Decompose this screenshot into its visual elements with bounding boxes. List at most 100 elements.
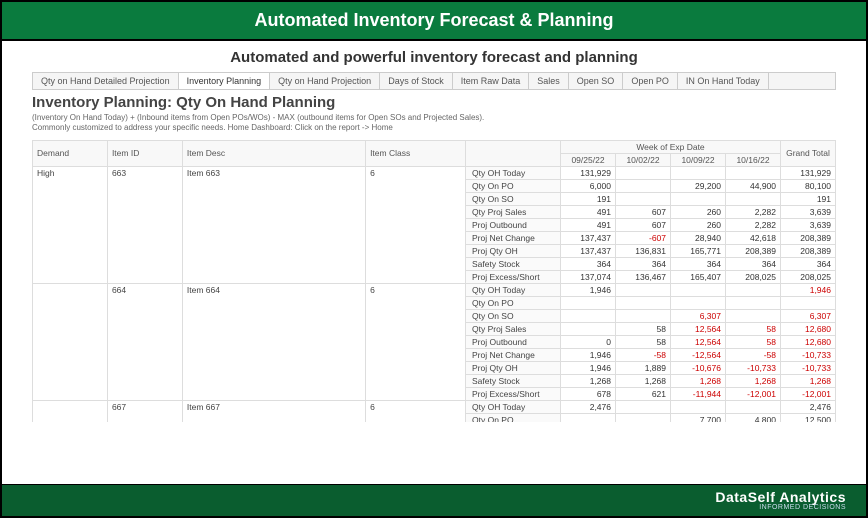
tab-item-raw-data[interactable]: Item Raw Data [453, 73, 530, 89]
data-cell: 1,946 [561, 361, 616, 374]
data-cell: 364 [726, 257, 781, 270]
data-cell: 191 [561, 192, 616, 205]
tab-open-so[interactable]: Open SO [569, 73, 624, 89]
data-cell [726, 309, 781, 322]
report-desc: (Inventory On Hand Today) + (Inbound ite… [32, 113, 836, 134]
data-cell: 1,268 [616, 374, 671, 387]
data-cell: 29,200 [671, 179, 726, 192]
data-cell [616, 296, 671, 309]
cell-item-class: 6 [366, 283, 466, 400]
data-cell: -12,564 [671, 348, 726, 361]
data-cell [561, 322, 616, 335]
data-cell: -12,001 [781, 387, 836, 400]
data-cell: 165,771 [671, 244, 726, 257]
data-cell: 12,680 [781, 335, 836, 348]
data-cell: 208,389 [781, 244, 836, 257]
tab-qty-on-hand-detailed-projection[interactable]: Qty on Hand Detailed Projection [33, 73, 179, 89]
data-cell [616, 309, 671, 322]
cell-demand [33, 283, 108, 400]
data-cell: 1,946 [561, 348, 616, 361]
data-cell: 165,407 [671, 270, 726, 283]
data-cell [616, 179, 671, 192]
data-cell: -58 [616, 348, 671, 361]
data-cell: 58 [616, 322, 671, 335]
footer-bar: DataSelf Analytics INFORMED DECISIONS [2, 484, 866, 516]
data-cell [726, 400, 781, 413]
metric-label: Proj Net Change [466, 348, 561, 361]
data-cell: 12,564 [671, 322, 726, 335]
cell-item-class: 6 [366, 400, 466, 422]
cell-demand [33, 400, 108, 422]
data-cell: 4,800 [726, 413, 781, 422]
subtitle: Automated and powerful inventory forecas… [2, 41, 866, 72]
data-cell: 6,000 [561, 179, 616, 192]
page-title: Automated Inventory Forecast & Planning [254, 10, 613, 30]
data-cell: -12,001 [726, 387, 781, 400]
data-cell: 364 [561, 257, 616, 270]
data-cell: 1,268 [671, 374, 726, 387]
brand: DataSelf Analytics INFORMED DECISIONS [715, 490, 846, 511]
metric-label: Proj Excess/Short [466, 270, 561, 283]
metric-label: Qty OH Today [466, 283, 561, 296]
data-cell: -607 [616, 231, 671, 244]
data-cell [726, 283, 781, 296]
title-bar: Automated Inventory Forecast & Planning [2, 2, 866, 41]
report-content: Qty on Hand Detailed ProjectionInventory… [2, 72, 866, 422]
metric-label: Proj Outbound [466, 218, 561, 231]
tab-in-on-hand-today[interactable]: IN On Hand Today [678, 73, 769, 89]
data-cell: -10,733 [726, 361, 781, 374]
data-cell: 6,307 [671, 309, 726, 322]
data-cell: 2,476 [561, 400, 616, 413]
data-cell [671, 192, 726, 205]
data-cell: 137,074 [561, 270, 616, 283]
report-title: Inventory Planning: Qty On Hand Planning [32, 94, 836, 111]
data-cell: 3,639 [781, 205, 836, 218]
cell-item-id: 663 [107, 166, 182, 283]
tab-qty-on-hand-projection[interactable]: Qty on Hand Projection [270, 73, 380, 89]
data-cell [561, 309, 616, 322]
data-cell: 607 [616, 205, 671, 218]
metric-label: Qty On PO [466, 413, 561, 422]
tab-open-po[interactable]: Open PO [623, 73, 678, 89]
data-cell: 2,282 [726, 205, 781, 218]
metric-label: Proj Outbound [466, 335, 561, 348]
data-cell: 58 [726, 322, 781, 335]
data-cell: 136,831 [616, 244, 671, 257]
data-cell: 491 [561, 205, 616, 218]
data-cell: 1,946 [561, 283, 616, 296]
data-cell [671, 296, 726, 309]
tab-days-of-stock[interactable]: Days of Stock [380, 73, 453, 89]
cell-item-class: 6 [366, 166, 466, 283]
tab-sales[interactable]: Sales [529, 73, 569, 89]
cell-item-id: 664 [107, 283, 182, 400]
data-cell: 621 [616, 387, 671, 400]
metric-label: Safety Stock [466, 257, 561, 270]
cell-demand: High [33, 166, 108, 283]
data-cell: -58 [726, 348, 781, 361]
data-cell: 678 [561, 387, 616, 400]
data-cell: 58 [616, 335, 671, 348]
data-cell: 12,680 [781, 322, 836, 335]
data-cell: 191 [781, 192, 836, 205]
data-cell [616, 413, 671, 422]
data-cell: 491 [561, 218, 616, 231]
data-cell: -11,944 [671, 387, 726, 400]
metric-label: Qty Proj Sales [466, 205, 561, 218]
data-cell: 208,025 [781, 270, 836, 283]
data-cell: 6,307 [781, 309, 836, 322]
data-cell: 1,268 [781, 374, 836, 387]
metric-label: Qty On SO [466, 309, 561, 322]
data-cell: 2,476 [781, 400, 836, 413]
metric-label: Proj Excess/Short [466, 387, 561, 400]
tab-inventory-planning[interactable]: Inventory Planning [179, 73, 271, 89]
tab-strip: Qty on Hand Detailed ProjectionInventory… [32, 72, 836, 90]
data-cell: 1,889 [616, 361, 671, 374]
data-cell: -10,676 [671, 361, 726, 374]
cell-item-desc: Item 664 [182, 283, 365, 400]
metric-label: Qty On PO [466, 179, 561, 192]
data-cell [616, 283, 671, 296]
cell-item-desc: Item 667 [182, 400, 365, 422]
data-cell: 44,900 [726, 179, 781, 192]
data-cell: 0 [561, 335, 616, 348]
data-cell [781, 296, 836, 309]
